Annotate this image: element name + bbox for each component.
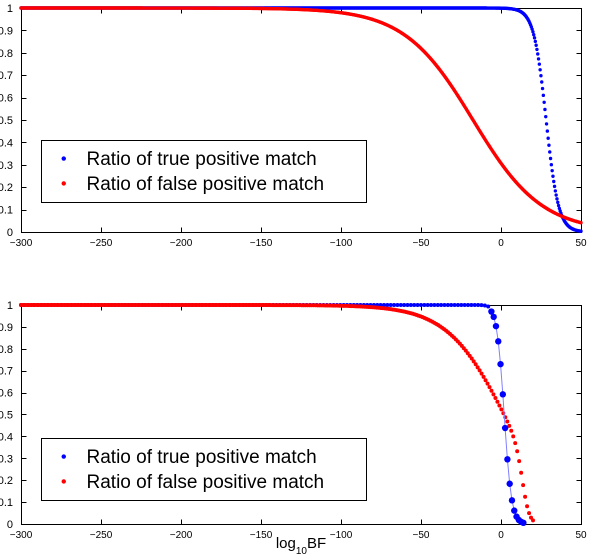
svg-text:0: 0: [498, 530, 504, 541]
svg-text:0: 0: [7, 519, 13, 531]
svg-text:0.1: 0.1: [0, 205, 13, 217]
svg-text:−300: −300: [10, 530, 33, 541]
svg-text:−200: −200: [170, 530, 193, 541]
svg-text:−200: −200: [170, 238, 193, 249]
svg-text:0.2: 0.2: [0, 182, 13, 194]
svg-text:0.7: 0.7: [0, 70, 13, 82]
svg-text:−50: −50: [413, 530, 430, 541]
svg-text:0.9: 0.9: [0, 322, 13, 334]
svg-text:−50: −50: [413, 238, 430, 249]
svg-text:0.3: 0.3: [0, 453, 13, 465]
svg-text:0.8: 0.8: [0, 344, 13, 356]
svg-text:0.8: 0.8: [0, 48, 13, 60]
svg-text:0: 0: [498, 238, 504, 249]
svg-text:Ratio of true positive match: Ratio of true positive match: [87, 447, 317, 468]
svg-text:0: 0: [7, 227, 13, 239]
svg-text:1: 1: [7, 3, 13, 15]
svg-text:Ratio of false positive match: Ratio of false positive match: [87, 472, 325, 493]
svg-text:−150: −150: [250, 530, 273, 541]
svg-text:−300: −300: [10, 238, 33, 249]
svg-text:−250: −250: [90, 238, 113, 249]
svg-text:50: 50: [575, 530, 587, 541]
svg-text:0.5: 0.5: [0, 115, 13, 127]
svg-text:−150: −150: [250, 238, 273, 249]
svg-text:0.5: 0.5: [0, 410, 13, 422]
svg-text:0.1: 0.1: [0, 497, 13, 509]
svg-text:0.2: 0.2: [0, 475, 13, 487]
svg-text:−250: −250: [90, 530, 113, 541]
svg-text:0.6: 0.6: [0, 388, 13, 400]
svg-text:−100: −100: [330, 238, 353, 249]
svg-text:Ratio of true positive match: Ratio of true positive match: [87, 149, 317, 170]
svg-text:0.4: 0.4: [0, 137, 13, 149]
svg-text:Ratio of false positive match: Ratio of false positive match: [87, 174, 325, 195]
svg-text:0.7: 0.7: [0, 366, 13, 378]
svg-text:1: 1: [7, 300, 13, 312]
svg-text:−100: −100: [330, 530, 353, 541]
svg-text:0.4: 0.4: [0, 431, 13, 443]
svg-text:0.6: 0.6: [0, 93, 13, 105]
svg-text:50: 50: [575, 238, 587, 249]
svg-text:0.9: 0.9: [0, 25, 13, 37]
svg-text:0.3: 0.3: [0, 160, 13, 172]
